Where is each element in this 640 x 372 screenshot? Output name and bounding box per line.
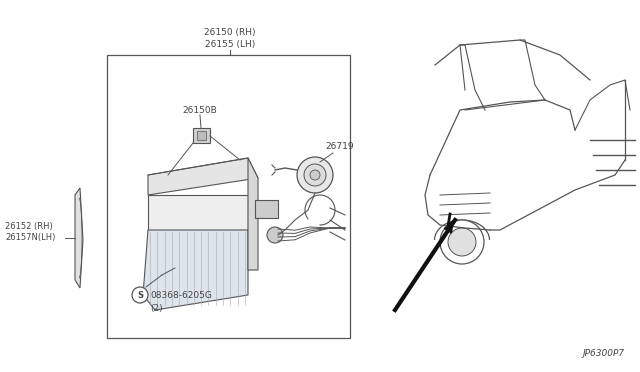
Polygon shape xyxy=(255,200,278,218)
Polygon shape xyxy=(143,230,248,310)
Bar xyxy=(107,55,350,338)
Text: 26152 (RH)
26157N(LH): 26152 (RH) 26157N(LH) xyxy=(5,222,56,243)
Circle shape xyxy=(310,170,320,180)
Text: 26719: 26719 xyxy=(325,142,354,151)
Circle shape xyxy=(304,164,326,186)
Circle shape xyxy=(297,157,333,193)
Bar xyxy=(197,131,206,140)
Polygon shape xyxy=(148,195,248,270)
Circle shape xyxy=(132,287,148,303)
Polygon shape xyxy=(193,128,210,143)
Text: 26150B: 26150B xyxy=(182,106,218,115)
Text: 08368-6205G: 08368-6205G xyxy=(150,291,212,299)
Circle shape xyxy=(448,228,476,256)
Text: JP6300P7: JP6300P7 xyxy=(583,349,625,358)
Polygon shape xyxy=(248,158,258,270)
Circle shape xyxy=(267,227,283,243)
Text: S: S xyxy=(137,291,143,299)
Text: 26150 (RH)
26155 (LH): 26150 (RH) 26155 (LH) xyxy=(204,28,256,49)
Text: (2): (2) xyxy=(150,305,163,314)
Circle shape xyxy=(440,220,484,264)
Polygon shape xyxy=(75,188,83,288)
Polygon shape xyxy=(148,158,258,195)
